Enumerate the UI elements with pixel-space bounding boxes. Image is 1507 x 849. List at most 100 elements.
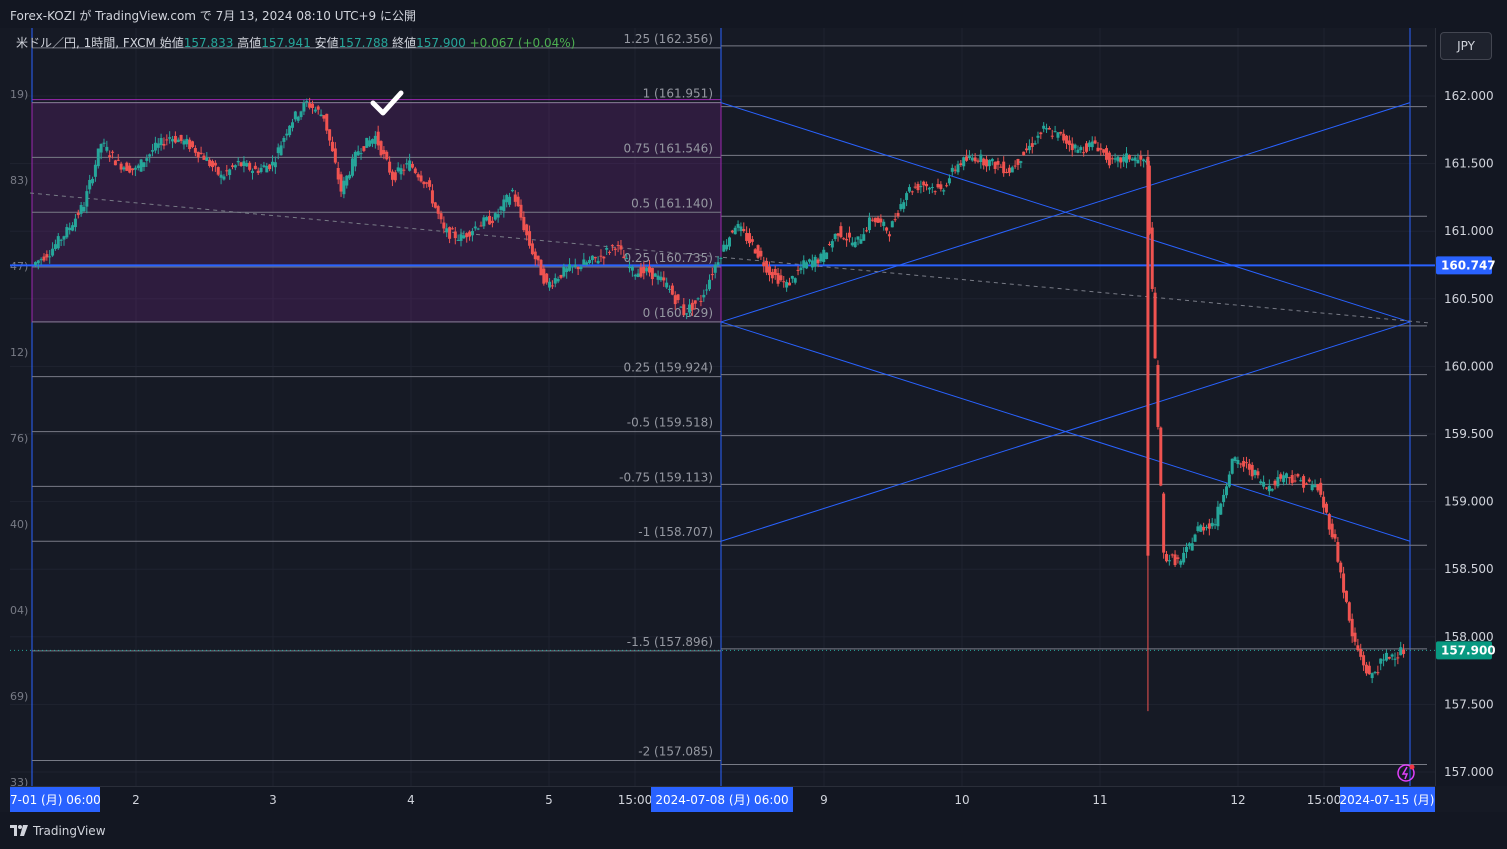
candle-body	[430, 190, 434, 204]
candle-body	[1256, 471, 1260, 476]
candle-body	[785, 281, 789, 288]
candle-body	[488, 215, 492, 225]
publish-bar: Forex-KOZI が TradingView.com で 7月 13, 20…	[0, 0, 1507, 28]
time-tick-label: 15:00	[1307, 793, 1342, 807]
candle-body	[236, 160, 240, 163]
candle-body	[202, 155, 206, 160]
candle-body	[599, 255, 603, 257]
candle-body	[996, 161, 1000, 165]
candle-body	[793, 278, 797, 283]
candle-body	[910, 191, 914, 193]
candle-body	[1396, 657, 1400, 659]
price-scale[interactable]: 162.000 161.500 161.000 160.500 160.000 159.5…	[1435, 28, 1507, 786]
price-tick-label: 158.000	[1444, 630, 1494, 644]
candle-body	[1025, 148, 1029, 151]
candle-body	[173, 135, 177, 143]
candle-body	[1322, 496, 1326, 508]
candle-body	[1390, 654, 1394, 657]
candle-body	[365, 137, 369, 148]
candle-body	[1067, 140, 1071, 146]
candle-body	[342, 180, 346, 195]
time-scale-svg: 2 3 4 5 15:00 9 10 11 12 15:00 7-01 (月) 06:00 2024-…	[10, 787, 1435, 813]
candle-body	[939, 184, 943, 190]
candle-body	[91, 178, 95, 184]
candle-body	[876, 217, 880, 223]
candle-body	[653, 273, 657, 277]
left-scale-partial-label: 76)	[10, 432, 28, 445]
candle-body	[856, 236, 860, 240]
candle-body	[370, 139, 374, 144]
right-date-badge	[1340, 787, 1435, 813]
candle-body	[410, 163, 414, 168]
price-tick-label: 160.000	[1444, 359, 1494, 373]
candle-body	[485, 217, 489, 221]
candle-body	[902, 202, 906, 209]
candle-body	[1402, 649, 1406, 654]
fib-level-label: -1 (158.707)	[638, 525, 713, 539]
currency-button[interactable]: JPY	[1440, 32, 1492, 60]
chart-pane[interactable]: 1.25 (162.356) 1 (161.951) 0.75 (161.546) 0…	[10, 28, 1435, 786]
candle-body	[1099, 148, 1103, 150]
candle-body	[205, 157, 209, 161]
candle-body	[313, 109, 317, 112]
candle-body	[482, 217, 486, 227]
candle-body	[171, 139, 175, 142]
candle-body	[59, 239, 63, 241]
candle-body	[108, 155, 112, 158]
candle-body	[867, 217, 871, 231]
candle-body	[1139, 155, 1143, 160]
candle-body	[719, 257, 723, 259]
candle-body	[490, 220, 494, 223]
time-tick-label: 12	[1230, 793, 1245, 807]
candle-body	[625, 258, 629, 260]
candle-body	[1339, 562, 1343, 573]
candle-body	[1204, 526, 1208, 528]
candle-body	[1264, 487, 1268, 489]
candle-body	[76, 212, 80, 216]
candle-body	[88, 179, 92, 190]
candle-body	[1207, 523, 1211, 529]
candle-body	[322, 115, 326, 119]
candle-body	[610, 245, 614, 247]
candle-body	[528, 231, 532, 246]
time-scale[interactable]: 2 3 4 5 15:00 9 10 11 12 15:00 7-01 (月) 06:00 2024-…	[10, 786, 1435, 813]
candle-body	[873, 217, 877, 223]
candle-body	[1027, 145, 1031, 151]
candle-body	[330, 141, 334, 152]
candle-body	[722, 244, 726, 252]
candle-body	[753, 249, 757, 254]
chart-svg[interactable]: 1.25 (162.356) 1 (161.951) 0.75 (161.546) 0…	[10, 28, 1435, 786]
candle-body	[636, 273, 640, 278]
candle-body	[93, 164, 97, 177]
candle-body	[896, 212, 900, 217]
candle-body	[1313, 485, 1317, 488]
candle-body	[1013, 165, 1017, 167]
candle-body	[839, 226, 843, 238]
candle-body	[1304, 483, 1308, 485]
fib-level-label: -0.75 (159.113)	[619, 470, 713, 484]
candle-body	[1125, 153, 1129, 163]
candle-body	[282, 137, 286, 142]
candle-body	[1196, 526, 1200, 531]
candle-body	[1284, 473, 1288, 479]
candle-body	[1376, 672, 1380, 674]
candle-body	[865, 230, 869, 232]
candle-body	[356, 151, 360, 156]
candle-body	[673, 295, 677, 305]
candle-body	[787, 282, 791, 286]
candle-body	[796, 269, 800, 271]
candle-body	[1107, 152, 1111, 166]
alert-lightning-bolt	[1401, 766, 1409, 780]
candle-body	[727, 237, 731, 247]
candle-body	[633, 274, 637, 277]
price-tick-label: 161.000	[1444, 224, 1494, 238]
candle-body	[273, 162, 277, 168]
candle-body	[296, 116, 300, 121]
candle-body	[965, 156, 969, 161]
candle-body	[473, 226, 477, 229]
price-tick-label: 157.000	[1444, 765, 1494, 779]
candle-body	[339, 174, 343, 192]
candle-body	[945, 185, 949, 187]
candle-body	[1202, 526, 1206, 531]
candle-body	[893, 219, 897, 221]
